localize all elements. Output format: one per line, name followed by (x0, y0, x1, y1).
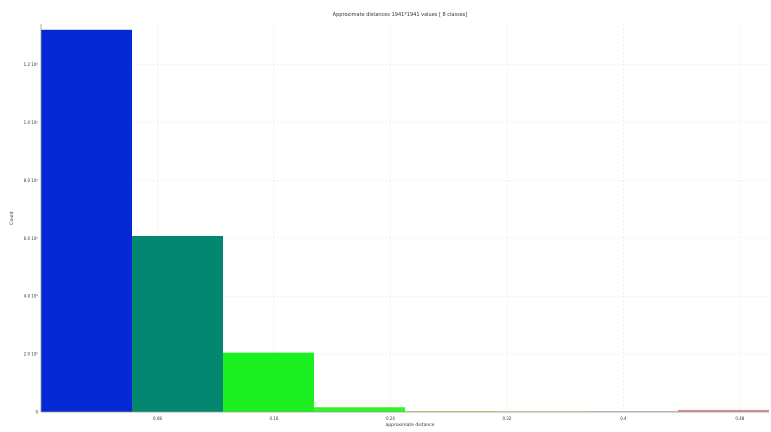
x-tick-label-1: 0.16 (270, 416, 279, 421)
x-axis-label: approximate distance (386, 422, 435, 428)
x-tick-label-0: 0.08 (153, 416, 162, 421)
y-tick-label-4: 8.0 10⁵ (24, 178, 39, 183)
y-axis-label: Count (9, 211, 15, 225)
y-tick-label-2: 4.0 10⁵ (24, 294, 39, 299)
bars (41, 29, 769, 412)
x-tick-labels: 0.08 0.16 0.24 0.32 0.4 0.48 (153, 416, 745, 421)
y-tick-label-0: 0 (35, 410, 38, 415)
chart-title: Approximate distances 1941*1941 values [… (333, 12, 468, 18)
y-tick-label-3: 6.0 10⁵ (24, 236, 39, 241)
histogram-bar-1 (132, 235, 223, 412)
y-tick-label-1: 2.0 10⁵ (24, 352, 39, 357)
y-tick-label-6: 1.2 10⁶ (24, 62, 39, 67)
histogram-bar-0 (41, 29, 132, 412)
y-tick-label-5: 1.0 10⁶ (24, 120, 39, 125)
x-tick-label-3: 0.32 (502, 416, 511, 421)
x-tick-label-4: 0.4 (620, 416, 627, 421)
histogram-bar-2 (223, 352, 314, 412)
histogram-bar-7 (678, 409, 769, 412)
x-tick-label-5: 0.48 (735, 416, 744, 421)
histogram-bar-3 (314, 407, 405, 412)
histogram-bar-4 (405, 411, 496, 412)
x-tick-label-2: 0.24 (386, 416, 395, 421)
y-tick-labels: 0 2.0 10⁵ 4.0 10⁵ 6.0 10⁵ 8.0 10⁵ 1.0 10⁶ 1.2 … (24, 62, 39, 414)
axes (40, 24, 769, 413)
